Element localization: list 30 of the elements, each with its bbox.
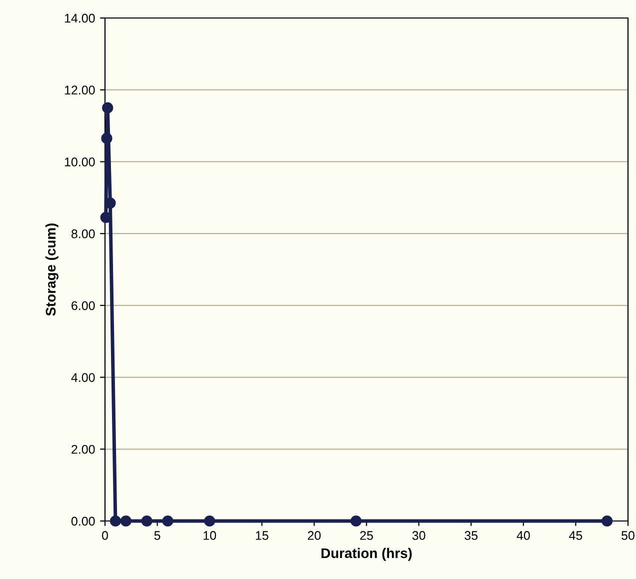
y-tick-label: 14.00	[64, 14, 95, 23]
x-tick-label: 40	[516, 531, 530, 540]
x-tick-label: 30	[412, 531, 426, 540]
point	[101, 132, 112, 144]
point	[204, 515, 216, 527]
x-tick-label: 20	[308, 531, 321, 540]
point	[110, 515, 122, 527]
x-tick-label: 50	[622, 531, 634, 540]
x-tick-label: 45	[569, 531, 582, 540]
point	[162, 515, 174, 527]
point	[102, 102, 114, 114]
x-tick-label: 5	[154, 531, 160, 540]
y-tick-label: 6.00	[72, 301, 95, 310]
point	[602, 515, 613, 527]
y-axis-title: Storage (cum)	[45, 224, 58, 316]
y-tick-label: 2.00	[72, 444, 95, 454]
y-tick-label: 10.00	[64, 158, 95, 166]
y-tick-label: 12.00	[64, 86, 95, 95]
x-tick-label: 10	[204, 531, 216, 540]
x-tick-label: 0	[102, 531, 108, 540]
point	[120, 515, 132, 527]
x-axis-title: Duration (hrs)	[322, 548, 412, 561]
x-tick-label: 25	[360, 531, 373, 540]
y-tick-label: 4.00	[71, 373, 95, 382]
x-tick-label: 35	[464, 531, 478, 540]
y-tick-label: 0.00	[71, 516, 95, 526]
y-tick-label: 8.00	[71, 229, 95, 238]
point	[350, 515, 362, 527]
point	[141, 515, 152, 527]
x-tick-label: 15	[256, 531, 268, 540]
